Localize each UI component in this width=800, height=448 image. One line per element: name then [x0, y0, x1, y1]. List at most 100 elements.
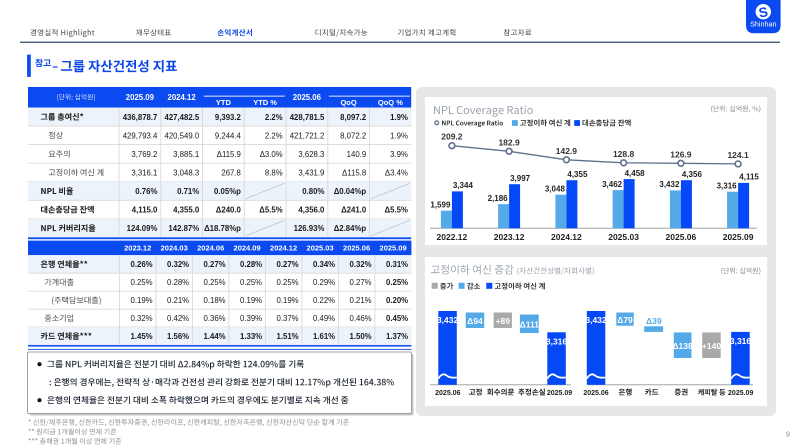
- svg-text:2025.03: 2025.03: [608, 232, 639, 242]
- svg-text:Δ0.04%p: Δ0.04%p: [334, 187, 367, 196]
- svg-text:142.87%: 142.87%: [168, 224, 199, 233]
- svg-text:1.9%: 1.9%: [390, 131, 408, 140]
- svg-text:2025.06: 2025.06: [435, 390, 460, 397]
- svg-text:0.34%: 0.34%: [313, 260, 335, 269]
- svg-text:3,048.3: 3,048.3: [173, 169, 199, 178]
- svg-text:Shinhan: Shinhan: [750, 19, 776, 28]
- svg-text:4,458: 4,458: [625, 169, 646, 178]
- svg-text:0.37%: 0.37%: [276, 314, 298, 323]
- svg-text:0.21%: 0.21%: [349, 296, 371, 305]
- svg-text:S: S: [758, 4, 770, 20]
- svg-text:2024.06: 2024.06: [197, 244, 224, 253]
- svg-text:3,432: 3,432: [659, 180, 680, 189]
- svg-text:9,244.4: 9,244.4: [215, 131, 242, 140]
- svg-text:0.28%: 0.28%: [167, 278, 189, 287]
- svg-text:2024.09: 2024.09: [234, 244, 261, 253]
- svg-text:2022.12: 2022.12: [437, 232, 468, 242]
- svg-text:3,316: 3,316: [546, 336, 568, 346]
- svg-text:2025.03: 2025.03: [307, 244, 334, 253]
- svg-text:9,393.2: 9,393.2: [215, 113, 242, 122]
- svg-text:2023.12: 2023.12: [124, 244, 151, 253]
- svg-text:1.37%: 1.37%: [386, 332, 408, 341]
- svg-text:4,355.0: 4,355.0: [173, 206, 200, 215]
- svg-text:0.31%: 0.31%: [386, 260, 408, 269]
- svg-text:3,344: 3,344: [453, 181, 474, 190]
- svg-text:436,878.7: 436,878.7: [123, 113, 158, 122]
- svg-text:0.05%p: 0.05%p: [214, 187, 241, 196]
- svg-text:420,549.0: 420,549.0: [165, 131, 200, 140]
- svg-text:Δ111: Δ111: [520, 320, 540, 330]
- svg-text:8,097.2: 8,097.2: [340, 113, 367, 122]
- svg-text:427,482.5: 427,482.5: [165, 113, 200, 122]
- svg-text:0.49%: 0.49%: [313, 314, 335, 323]
- svg-text:126.9: 126.9: [670, 149, 692, 159]
- svg-text:0.27%: 0.27%: [276, 260, 298, 269]
- svg-text:3,769.2: 3,769.2: [131, 150, 157, 159]
- svg-text:3,432: 3,432: [585, 315, 607, 325]
- svg-text:1,599: 1,599: [430, 201, 451, 210]
- svg-text:Δ115.8: Δ115.8: [342, 169, 366, 178]
- svg-text:0.32%: 0.32%: [167, 260, 189, 269]
- svg-text:2.2%: 2.2%: [265, 131, 283, 140]
- svg-text:0.19%: 0.19%: [240, 296, 262, 305]
- svg-text:Δ5.5%: Δ5.5%: [259, 206, 282, 215]
- svg-text:3,462: 3,462: [602, 180, 623, 189]
- svg-text:126.93%: 126.93%: [294, 224, 325, 233]
- svg-text:0.28%: 0.28%: [240, 260, 262, 269]
- svg-text:2025.09: 2025.09: [126, 93, 155, 102]
- svg-text:8,072.2: 8,072.2: [340, 131, 366, 140]
- svg-text:140.9: 140.9: [347, 150, 367, 159]
- svg-text:2024.12: 2024.12: [168, 93, 197, 102]
- svg-text:QoQ: QoQ: [340, 98, 356, 107]
- svg-text:Δ39: Δ39: [646, 316, 662, 326]
- svg-text:Δ3.0%: Δ3.0%: [260, 150, 283, 159]
- svg-text:0.32%: 0.32%: [349, 260, 371, 269]
- svg-text:3,316: 3,316: [730, 336, 752, 346]
- svg-text:0.25%: 0.25%: [276, 278, 298, 287]
- svg-text:+140: +140: [702, 341, 721, 351]
- svg-text:0.42%: 0.42%: [167, 314, 189, 323]
- svg-text:+89: +89: [496, 316, 511, 326]
- svg-text:0.80%: 0.80%: [302, 187, 324, 196]
- svg-text:142.9: 142.9: [556, 146, 578, 156]
- svg-text:Δ2.84%p: Δ2.84%p: [334, 224, 367, 233]
- svg-text:Δ115.9: Δ115.9: [217, 150, 241, 159]
- svg-text:0.18%: 0.18%: [203, 296, 225, 305]
- svg-text:0.32%: 0.32%: [130, 314, 152, 323]
- svg-text:1.61%: 1.61%: [313, 332, 335, 341]
- svg-text:8.8%: 8.8%: [265, 169, 283, 178]
- svg-text:Δ18.78%p: Δ18.78%p: [204, 224, 241, 233]
- svg-text:2025.06: 2025.06: [343, 244, 370, 253]
- svg-text:3,997: 3,997: [510, 174, 531, 183]
- svg-text:267.8: 267.8: [221, 169, 241, 178]
- svg-text:1.51%: 1.51%: [276, 332, 298, 341]
- svg-text:0.25%: 0.25%: [130, 278, 152, 287]
- svg-text:1.33%: 1.33%: [240, 332, 262, 341]
- svg-text:0.19%: 0.19%: [130, 296, 152, 305]
- svg-text:0.19%: 0.19%: [276, 296, 298, 305]
- svg-text:2024.03: 2024.03: [161, 244, 188, 253]
- svg-text:0.76%: 0.76%: [135, 187, 157, 196]
- svg-text:2,186: 2,186: [488, 194, 509, 203]
- svg-text:1.56%: 1.56%: [167, 332, 189, 341]
- svg-text:Δ138: Δ138: [672, 341, 693, 351]
- svg-text:1.50%: 1.50%: [349, 332, 371, 341]
- svg-text:2025.09: 2025.09: [380, 244, 407, 253]
- svg-text:2025.09: 2025.09: [728, 390, 753, 397]
- svg-text:421,721.2: 421,721.2: [290, 131, 325, 140]
- svg-text:0.29%: 0.29%: [313, 278, 335, 287]
- svg-text:428,781.5: 428,781.5: [290, 113, 325, 122]
- svg-text:0.22%: 0.22%: [313, 296, 335, 305]
- svg-text:1.44%: 1.44%: [203, 332, 225, 341]
- svg-text:QoQ %: QoQ %: [378, 98, 403, 107]
- svg-text:4,115.0: 4,115.0: [132, 206, 158, 215]
- svg-text:Δ79: Δ79: [617, 315, 633, 325]
- svg-text:2.2%: 2.2%: [265, 113, 283, 122]
- svg-text:4,115: 4,115: [739, 173, 759, 182]
- svg-text:Δ3.4%: Δ3.4%: [385, 169, 408, 178]
- svg-text:4,355: 4,355: [567, 170, 588, 179]
- svg-text:9: 9: [786, 430, 790, 439]
- svg-text:Δ94: Δ94: [467, 316, 483, 326]
- svg-text:3,316: 3,316: [717, 182, 738, 191]
- svg-text:2025.06: 2025.06: [583, 390, 608, 397]
